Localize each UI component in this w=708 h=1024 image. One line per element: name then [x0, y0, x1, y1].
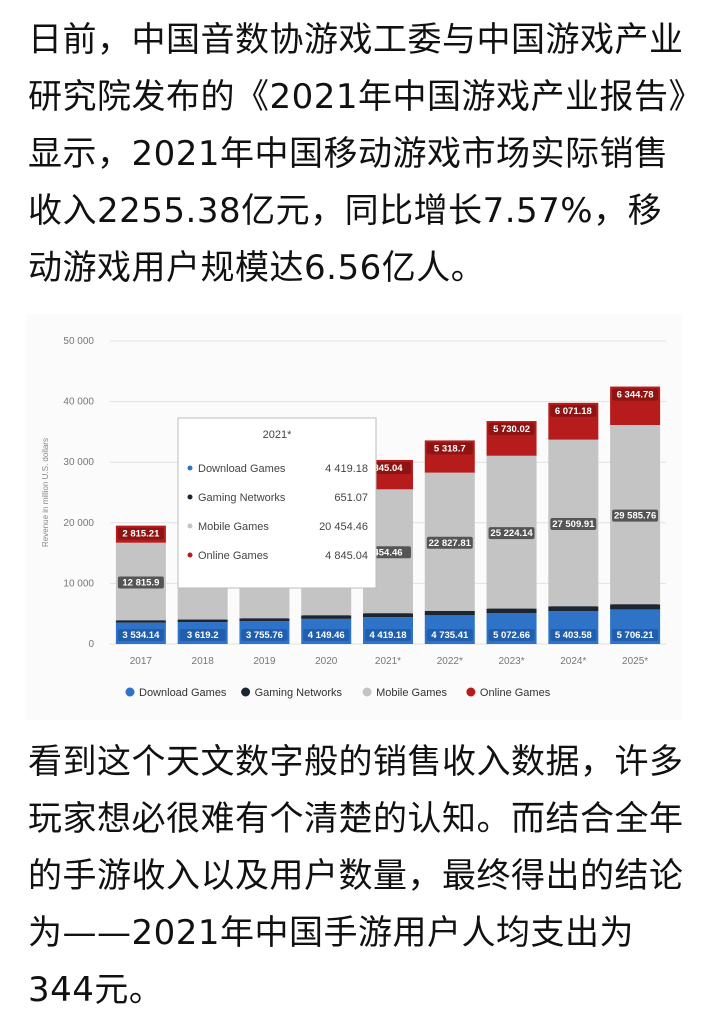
y-tick-label: 50 000	[63, 336, 94, 347]
x-tick-label: 2023*	[498, 656, 524, 667]
legend-marker	[466, 687, 476, 697]
bar-gaming-networks	[363, 613, 413, 618]
x-tick-label: 2022*	[437, 656, 463, 667]
data-label: 12 815.9	[122, 578, 159, 589]
data-label-bg	[179, 629, 226, 641]
data-label: 5 403.58	[555, 630, 592, 641]
y-tick-label: 0	[88, 639, 94, 650]
y-tick-label: 10 000	[63, 578, 94, 589]
bar-gaming-networks	[548, 606, 599, 612]
data-label: 4 419.18	[370, 630, 407, 641]
bar-gaming-networks	[115, 620, 166, 623]
data-label: 6 071.18	[555, 406, 592, 417]
tooltip-dot	[187, 465, 193, 471]
data-label: 6 344.78	[617, 390, 654, 401]
data-label-bg	[365, 629, 411, 641]
bar-gaming-networks	[301, 615, 352, 619]
bar-gaming-networks	[424, 610, 475, 616]
data-label-bg	[488, 629, 535, 641]
tooltip-dot	[187, 494, 193, 500]
legend-label: Gaming Networks	[255, 687, 343, 699]
legend-label: Download Games	[139, 687, 227, 699]
data-label: 5 318.7	[434, 443, 466, 454]
data-label: 5 072.66	[493, 630, 530, 641]
data-label-bg	[550, 404, 597, 417]
tooltip-value: 651.07	[334, 492, 368, 504]
data-label: 27 509.91	[552, 519, 595, 530]
x-tick-label: 2021*	[375, 656, 401, 667]
legend-marker	[362, 687, 372, 697]
tooltip-box	[177, 417, 377, 589]
conclusion-paragraph: 看到这个天文数字般的销售收入数据，许多玩家想必很难有个清楚的认知。而结合全年的手…	[28, 742, 684, 1010]
data-label-bg	[303, 629, 350, 641]
data-label: 3 755.76	[246, 630, 283, 641]
tooltip-series-name: Mobile Games	[198, 521, 269, 533]
bar-gaming-networks	[239, 618, 290, 622]
data-label: 3 534.14	[122, 630, 160, 641]
tooltip-dot	[187, 523, 193, 529]
data-label: 2 815.21	[122, 529, 160, 540]
bar-gaming-networks	[610, 604, 661, 610]
data-label-bg	[488, 423, 535, 436]
tooltip-series-name: Download Games	[198, 463, 286, 475]
chart-svg: 0 10 000 20 000 30 000 40 000 50 000 Revenue i…	[41, 336, 666, 699]
data-label: 4 149.46	[308, 630, 345, 641]
y-tick-label: 40 000	[63, 397, 94, 408]
x-tick-label: 2017	[130, 656, 153, 667]
data-label-bg	[612, 629, 659, 641]
data-label: 4 735.41	[431, 630, 469, 641]
data-label: 3 619.2	[187, 630, 219, 641]
x-tick-label: 2018	[192, 656, 215, 667]
legend-marker	[125, 687, 135, 697]
data-label-bg	[612, 388, 659, 401]
bar-gaming-networks	[486, 608, 537, 614]
tooltip-dot	[187, 552, 193, 558]
bar-gaming-networks	[177, 619, 228, 623]
data-label-bg	[426, 629, 473, 641]
tooltip-series-name: Online Games	[198, 550, 269, 562]
legend-label: Online Games	[480, 687, 551, 699]
tooltip-value: 4 419.18	[325, 463, 368, 475]
data-label-bg	[241, 629, 288, 641]
data-label: 845.04	[373, 463, 403, 474]
y-tick-label: 20 000	[63, 518, 94, 529]
x-tick-label: 2020	[315, 656, 338, 667]
data-label-bg	[117, 629, 164, 641]
tooltip-value: 4 845.04	[325, 550, 368, 562]
data-label-bg	[117, 527, 164, 540]
data-label-bg	[612, 509, 659, 522]
data-label: 454.46	[373, 547, 402, 558]
data-label-bg	[488, 527, 535, 540]
y-axis-label: Revenue in million U.S. dollars	[41, 438, 50, 547]
revenue-chart: 0 10 000 20 000 30 000 40 000 50 000 Revenue i…	[26, 314, 682, 720]
data-label-bg	[426, 442, 473, 455]
data-label: 5 730.02	[493, 424, 530, 435]
x-tick-label: 2024*	[560, 656, 586, 667]
legend-marker	[241, 687, 251, 697]
data-label: 25 224.14	[490, 528, 533, 539]
tooltip-title: 2021*	[263, 429, 292, 441]
data-label: 29 585.76	[614, 511, 656, 522]
x-tick-label: 2019	[253, 656, 276, 667]
data-label: 22 827.81	[429, 538, 472, 549]
x-tick-label: 2025*	[622, 656, 648, 667]
data-label-bg	[117, 576, 164, 589]
data-label-bg	[550, 517, 597, 530]
legend-label: Mobile Games	[376, 687, 447, 699]
tooltip-value: 20 454.46	[319, 521, 368, 533]
intro-paragraph: 日前，中国音数协游戏工委与中国游戏产业研究院发布的《2021年中国游戏产业报告》…	[28, 20, 687, 288]
data-label-bg	[550, 629, 597, 641]
tooltip-series-name: Gaming Networks	[198, 492, 286, 504]
y-tick-label: 30 000	[63, 457, 94, 468]
data-label-bg	[426, 536, 473, 549]
data-label: 5 706.21	[617, 630, 655, 641]
